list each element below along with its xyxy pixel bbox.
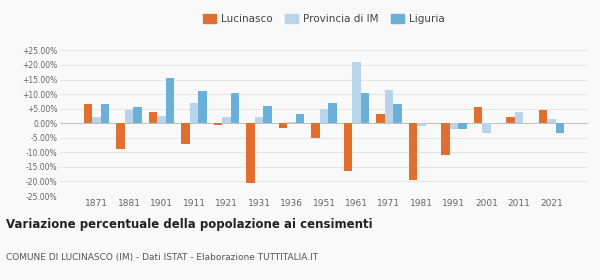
Bar — [157, 116, 166, 123]
Bar — [149, 111, 157, 123]
Bar — [133, 107, 142, 123]
Bar — [287, 122, 296, 123]
Bar — [352, 62, 361, 123]
Bar — [515, 111, 523, 123]
Bar — [296, 115, 304, 123]
Bar — [255, 117, 263, 123]
Bar — [361, 93, 369, 123]
Bar — [344, 123, 352, 171]
Bar — [376, 115, 385, 123]
Bar — [92, 117, 101, 123]
Bar — [449, 123, 458, 129]
Bar — [263, 106, 272, 123]
Bar — [190, 103, 199, 123]
Bar — [482, 123, 491, 133]
Bar — [474, 107, 482, 123]
Text: COMUNE DI LUCINASCO (IM) - Dati ISTAT - Elaborazione TUTTITALIA.IT: COMUNE DI LUCINASCO (IM) - Dati ISTAT - … — [6, 253, 318, 262]
Bar — [231, 93, 239, 123]
Bar — [311, 123, 320, 138]
Bar — [556, 123, 564, 133]
Bar — [539, 110, 547, 123]
Text: Variazione percentuale della popolazione ai censimenti: Variazione percentuale della popolazione… — [6, 218, 373, 231]
Bar — [125, 110, 133, 123]
Bar — [223, 117, 231, 123]
Bar — [181, 123, 190, 144]
Bar — [199, 91, 207, 123]
Bar — [320, 109, 328, 123]
Bar — [116, 123, 125, 150]
Bar — [393, 104, 401, 123]
Legend: Lucinasco, Provincia di IM, Liguria: Lucinasco, Provincia di IM, Liguria — [202, 12, 446, 26]
Bar — [247, 123, 255, 183]
Bar — [506, 117, 515, 123]
Bar — [409, 123, 417, 180]
Bar — [101, 104, 109, 123]
Bar — [279, 123, 287, 128]
Bar — [417, 123, 425, 126]
Bar — [385, 90, 393, 123]
Bar — [328, 103, 337, 123]
Bar — [547, 119, 556, 123]
Bar — [214, 123, 223, 125]
Bar — [458, 123, 467, 129]
Bar — [441, 123, 449, 155]
Bar — [166, 78, 174, 123]
Bar — [84, 104, 92, 123]
